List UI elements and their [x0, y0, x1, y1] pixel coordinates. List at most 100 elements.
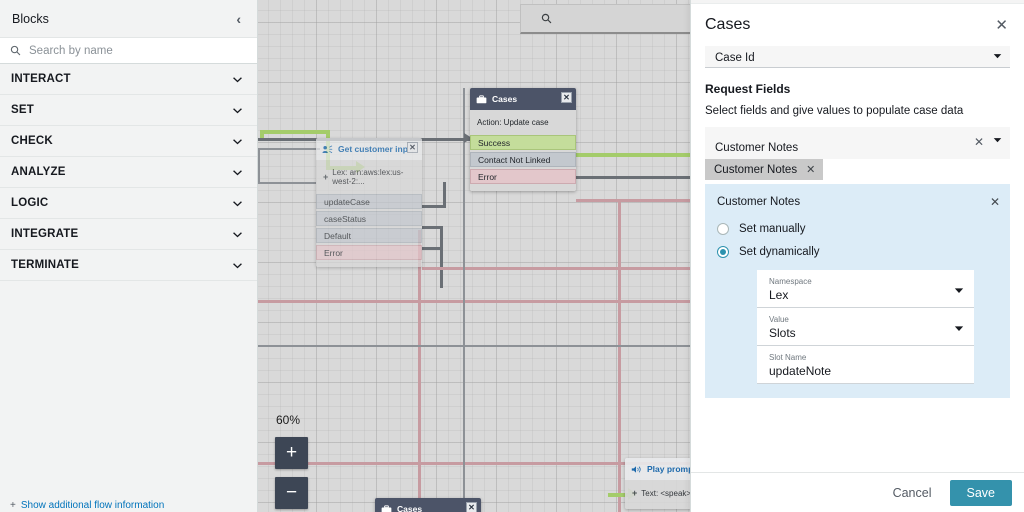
node-branch[interactable]: Default — [316, 228, 422, 243]
radio-icon-selected[interactable] — [717, 246, 729, 258]
node-subtitle: Lex: arn:aws:lex:us-west-2:... — [332, 168, 404, 186]
flow-node-cases-secondary[interactable]: Cases ✕ — [375, 498, 481, 512]
briefcase-icon — [381, 504, 392, 512]
caret-down-icon[interactable] — [993, 53, 1002, 59]
selected-fields-chips: Customer Notes ✕ — [705, 159, 1010, 180]
slot-name-input[interactable]: Slot Name updateNote — [757, 346, 974, 384]
sidebar-search[interactable] — [0, 38, 257, 64]
dynamic-value-fields: Namespace Lex Value Slots Slot Name upda… — [757, 270, 974, 384]
card-title: Customer Notes — [717, 196, 801, 208]
group-label: TERMINATE — [11, 259, 80, 271]
flow-node-cases[interactable]: Cases ✕ Action: Update case Success Cont… — [470, 88, 576, 191]
branch-label: Contact Not Linked — [478, 154, 551, 165]
node-title: Cases — [397, 504, 423, 512]
node-branch[interactable]: caseStatus — [316, 211, 422, 226]
close-icon[interactable]: ✕ — [561, 92, 572, 103]
node-branch-error[interactable]: Error — [470, 169, 576, 184]
zoom-in-button[interactable]: + — [275, 437, 308, 469]
sidebar-group-analyze[interactable]: ANALYZE — [0, 157, 257, 188]
caret-down-icon[interactable] — [954, 287, 964, 294]
chevron-down-icon — [233, 169, 242, 175]
field-chip-customer-notes[interactable]: Customer Notes ✕ — [705, 159, 824, 180]
close-icon[interactable]: ✕ — [407, 142, 418, 153]
panel-footer: Cancel Save — [691, 472, 1024, 512]
save-button[interactable]: Save — [949, 479, 1012, 506]
plus-icon: + — [10, 499, 16, 511]
namespace-select[interactable]: Namespace Lex — [757, 270, 974, 308]
chip-label: Customer Notes — [714, 163, 798, 176]
branch-label: caseStatus — [324, 213, 367, 224]
chevron-down-icon — [233, 138, 242, 144]
node-branch[interactable]: Contact Not Linked — [470, 152, 576, 167]
connector-gray — [440, 226, 443, 288]
node-body: Action: Update case Success Contact Not … — [470, 110, 576, 191]
cases-properties-panel: Cases ✕ Case Id Request Fields Select fi… — [690, 0, 1024, 512]
chevron-left-icon[interactable]: ‹ — [236, 10, 241, 27]
field-label: Value — [769, 314, 789, 324]
flow-canvas[interactable]: Get customer input ✕ + Lex: arn:aws:lex:… — [258, 0, 690, 512]
node-branch-success[interactable]: Success — [470, 135, 576, 150]
node-subtitle-row: Action: Update case — [470, 114, 576, 133]
sidebar-group-set[interactable]: SET — [0, 95, 257, 126]
chevron-down-icon — [233, 200, 242, 206]
customer-notes-field-card: Customer Notes ✕ Set manually Set dynami… — [705, 184, 1010, 398]
sidebar-group-logic[interactable]: LOGIC — [0, 188, 257, 219]
footer-link-label: Show additional flow information — [20, 499, 165, 511]
case-id-field[interactable]: Case Id — [705, 46, 1010, 68]
connector-gray — [258, 148, 320, 150]
group-label: CHECK — [11, 135, 53, 147]
branch-label: Error — [478, 171, 497, 182]
group-label: ANALYZE — [11, 166, 66, 178]
node-header[interactable]: Cases ✕ — [375, 498, 481, 512]
value-select[interactable]: Value Slots — [757, 308, 974, 346]
cancel-button[interactable]: Cancel — [889, 481, 936, 505]
flow-node-play-prompt[interactable]: Play prompt + Text: <speak>\ — [625, 458, 690, 509]
close-icon[interactable]: ✕ — [973, 135, 984, 149]
close-icon[interactable]: ✕ — [806, 164, 816, 176]
zoom-out-button[interactable]: − — [275, 477, 308, 509]
connector-pink — [576, 199, 690, 202]
request-fields-heading: Request Fields — [705, 82, 791, 96]
node-subtitle-row: + Lex: arn:aws:lex:us-west-2:... — [316, 164, 422, 192]
group-label: INTEGRATE — [11, 228, 79, 240]
node-body: + Lex: arn:aws:lex:us-west-2:... updateC… — [316, 160, 422, 267]
node-subtitle: Text: <speak>\ — [641, 488, 690, 498]
sidebar-group-check[interactable]: CHECK — [0, 126, 257, 157]
branch-label: Default — [324, 230, 351, 241]
close-icon[interactable]: ✕ — [989, 195, 1000, 209]
radio-icon[interactable] — [717, 223, 729, 235]
connector-green — [576, 153, 690, 157]
node-branch-error[interactable]: Error — [316, 245, 422, 260]
connector-pink — [418, 230, 421, 512]
canvas-search-bar[interactable] — [520, 4, 690, 34]
search-icon — [541, 13, 552, 24]
sidebar-group-integrate[interactable]: INTEGRATE — [0, 219, 257, 250]
node-subtitle-row: + Text: <speak>\ — [625, 484, 690, 504]
panel-body: Case Id Request Fields Select fields and… — [691, 46, 1024, 472]
branch-label: Success — [478, 137, 511, 148]
sidebar-group-interact[interactable]: INTERACT — [0, 64, 257, 95]
plus-icon: + — [323, 172, 329, 182]
show-additional-flow-information-link[interactable]: + Show additional flow information — [0, 498, 257, 512]
caret-down-icon[interactable] — [993, 137, 1002, 143]
close-icon[interactable]: ✕ — [995, 16, 1008, 34]
field-value: updateNote — [769, 363, 832, 378]
node-branch[interactable]: updateCase — [316, 194, 422, 209]
node-title: Get customer input — [338, 144, 416, 154]
radio-set-manually[interactable]: Set manually — [705, 223, 1010, 235]
node-header[interactable]: Play prompt — [625, 458, 690, 480]
connector-pink — [422, 267, 690, 270]
radio-set-dynamically[interactable]: Set dynamically — [705, 246, 1010, 258]
speaker-icon — [631, 465, 641, 473]
search-input[interactable] — [29, 44, 247, 57]
request-fields-select[interactable]: Customer Notes ✕ — [705, 127, 1010, 159]
node-header[interactable]: Cases ✕ — [470, 88, 576, 110]
node-header[interactable]: Get customer input ✕ — [316, 138, 422, 160]
caret-down-icon[interactable] — [954, 325, 964, 332]
sidebar-group-terminate[interactable]: TERMINATE — [0, 250, 257, 281]
flow-node-get-customer-input[interactable]: Get customer input ✕ + Lex: arn:aws:lex:… — [316, 138, 422, 267]
case-id-value: Case Id — [715, 52, 755, 64]
close-icon[interactable]: ✕ — [466, 502, 477, 512]
radio-label: Set dynamically — [739, 246, 820, 258]
